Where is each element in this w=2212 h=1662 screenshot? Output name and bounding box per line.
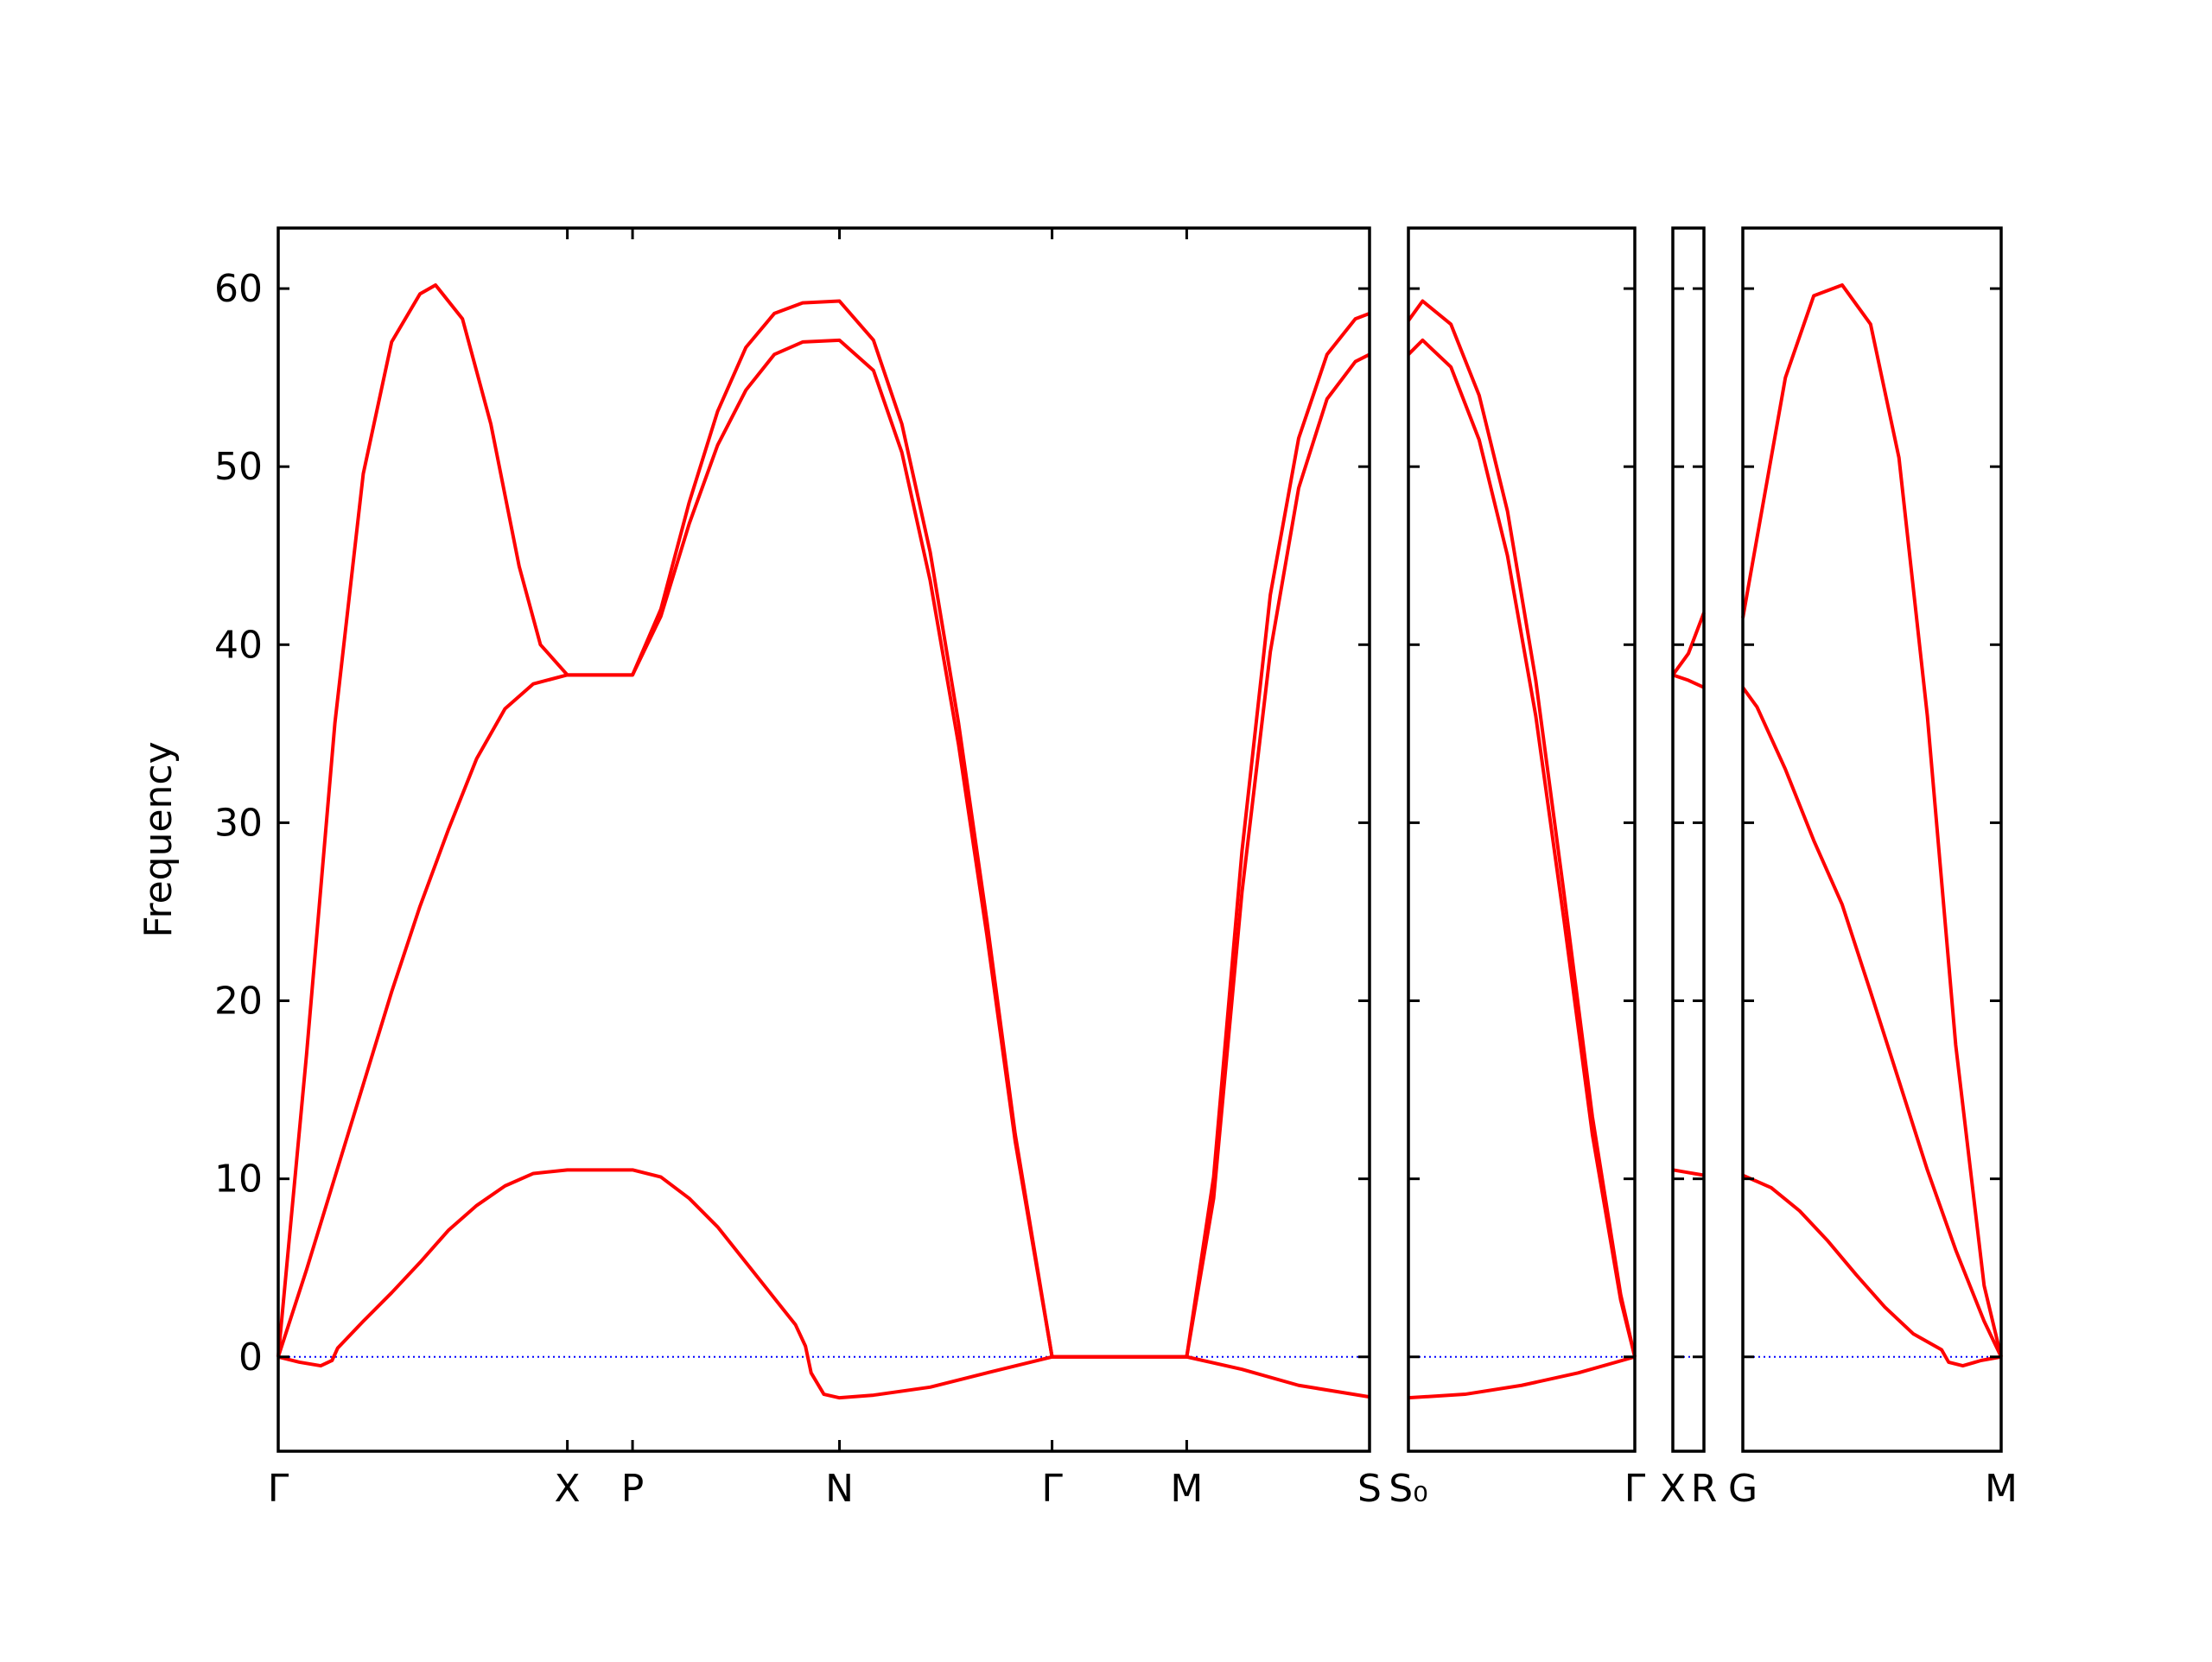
x-tick-label: X xyxy=(1660,1467,1686,1511)
y-tick-label: 40 xyxy=(214,623,263,667)
y-axis-label: Frequency xyxy=(137,741,181,937)
x-tick-label: X xyxy=(555,1467,581,1511)
axes-frame xyxy=(1671,226,1706,1453)
band-line xyxy=(1741,686,2003,1358)
y-tick-label: 30 xyxy=(214,801,263,845)
band-line xyxy=(1742,1173,2002,1368)
band-line xyxy=(1672,1168,1705,1177)
band-line xyxy=(1671,612,1706,676)
y-tick-label: 50 xyxy=(214,445,263,489)
axes-frame xyxy=(276,226,1371,1453)
band-line xyxy=(276,282,1370,1359)
x-tick-label: Γ xyxy=(268,1467,289,1511)
x-tick-label: M xyxy=(1985,1467,2018,1511)
x-tick-label: Γ xyxy=(1041,1467,1063,1511)
x-tick-label: S₀ xyxy=(1389,1467,1428,1511)
x-tick-label: S xyxy=(1357,1467,1382,1511)
x-tick-label: G xyxy=(1728,1467,1758,1511)
band-line xyxy=(276,338,1370,1359)
x-tick-label: M xyxy=(1170,1467,1203,1511)
band-line xyxy=(1408,1354,1636,1400)
axes-frame xyxy=(1741,226,2003,1453)
band-line xyxy=(1407,338,1637,1358)
x-tick-label: N xyxy=(825,1467,854,1511)
band-line xyxy=(1672,673,1705,689)
band-line xyxy=(277,1168,1370,1400)
band-line xyxy=(1407,299,1637,1358)
x-tick-label: P xyxy=(621,1467,645,1511)
band-line xyxy=(1741,282,2003,1358)
y-tick-label: 10 xyxy=(214,1158,263,1202)
y-tick-label: 20 xyxy=(214,980,263,1024)
axes-frame xyxy=(1407,226,1637,1453)
x-tick-label: R xyxy=(1691,1467,1718,1511)
x-tick-label: Γ xyxy=(1624,1467,1646,1511)
y-tick-label: 0 xyxy=(238,1335,263,1380)
y-tick-label: 60 xyxy=(214,267,263,311)
